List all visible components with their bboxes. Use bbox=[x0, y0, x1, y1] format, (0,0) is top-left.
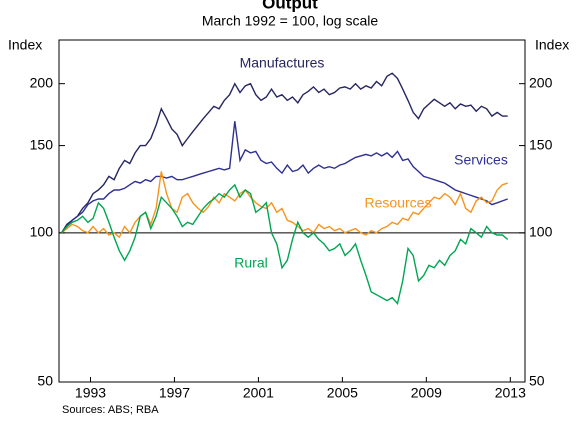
x-tick-label: 2005 bbox=[327, 385, 358, 401]
series-line bbox=[61, 171, 508, 239]
y-tick-label: 200 bbox=[30, 74, 54, 90]
series-label: Rural bbox=[234, 255, 267, 271]
y-tick-label: 50 bbox=[37, 373, 53, 389]
series-label: Manufactures bbox=[240, 55, 325, 71]
y-tick-label: 100 bbox=[30, 224, 54, 240]
chart-title: Output bbox=[262, 0, 318, 12]
x-tick-label: 2001 bbox=[243, 385, 274, 401]
chart-subtitle: March 1992 = 100, log scale bbox=[202, 13, 378, 29]
series-line bbox=[61, 121, 508, 234]
y-tick-label: 150 bbox=[30, 136, 54, 152]
x-tick-label: 1993 bbox=[75, 385, 106, 401]
series-label: Resources bbox=[365, 195, 432, 211]
y2-tick-label: 100 bbox=[529, 224, 553, 240]
y2-tick-label: 150 bbox=[529, 136, 553, 152]
y-axis-label: Index bbox=[8, 37, 42, 53]
plot-frame bbox=[58, 39, 526, 383]
series-line bbox=[61, 72, 508, 234]
y2-tick-label: 50 bbox=[529, 373, 545, 389]
x-tick-label: 2009 bbox=[411, 385, 442, 401]
y2-tick-label: 200 bbox=[529, 74, 553, 90]
series-line bbox=[61, 183, 509, 305]
y2-axis-label: Index bbox=[535, 37, 569, 53]
x-tick-label: 2013 bbox=[495, 385, 526, 401]
source: Sources: ABS; RBA bbox=[62, 404, 159, 416]
x-tick-label: 1997 bbox=[159, 385, 190, 401]
series-label: Services bbox=[454, 152, 508, 168]
